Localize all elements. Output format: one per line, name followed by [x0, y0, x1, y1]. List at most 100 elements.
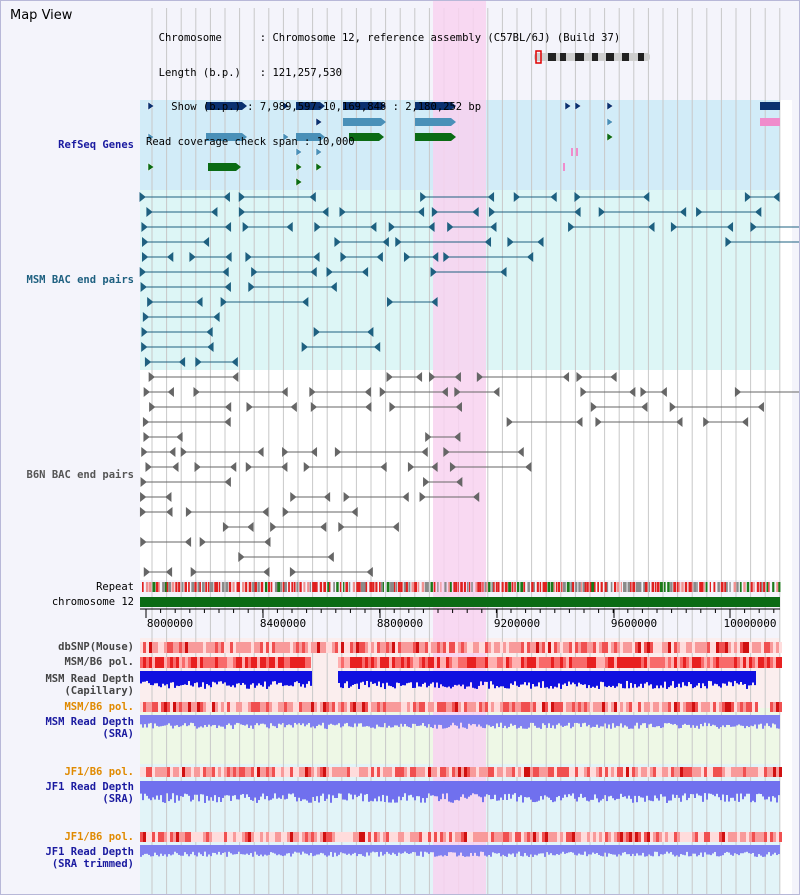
depth-bar [350, 715, 352, 727]
polymorphism-cell [260, 832, 263, 842]
depth-bar [726, 671, 728, 686]
track-label-jf1-depth-sra[interactable]: JF1 Read Depth (SRA) [45, 781, 134, 805]
polymorphism-cell [302, 702, 305, 712]
track-label-b6n-bac[interactable]: B6N BAC end pairs [26, 469, 134, 481]
track-label-jf1-pol[interactable]: JF1/B6 pol. [64, 766, 134, 778]
polymorphism-cell [359, 832, 362, 842]
track-label-msm-depth-capillary[interactable]: MSM Read Depth (Capillary) [45, 673, 134, 697]
track-label-refseq-genes[interactable]: RefSeq Genes [58, 139, 134, 151]
polymorphism-cell [755, 702, 758, 712]
polymorphism-cell [260, 657, 263, 668]
depth-bar [466, 671, 468, 687]
polymorphism-cell [281, 702, 284, 712]
polymorphism-cell [398, 657, 401, 668]
depth-bar [564, 845, 566, 854]
bac-end-marker [428, 221, 435, 233]
polymorphism-cell [281, 832, 284, 842]
gene-feature [147, 162, 155, 172]
track-label-dbsnp[interactable]: dbSNP(Mouse) [58, 641, 134, 653]
polymorphism-cell [512, 702, 515, 712]
polymorphism-cell [752, 767, 755, 777]
polymorphism-cell [707, 642, 710, 653]
depth-bar [332, 715, 334, 725]
polymorphism-cell [641, 642, 644, 653]
track-label-jf1-depth-trimmed[interactable]: JF1 Read Depth (SRA trimmed) [45, 846, 134, 870]
depth-bar [458, 845, 460, 856]
polymorphism-cell [728, 657, 731, 668]
depth-bar [664, 671, 666, 682]
polymorphism-cell [176, 702, 179, 712]
polymorphism-cell [377, 657, 380, 668]
bac-end-marker [141, 251, 149, 263]
polymorphism-cell [386, 642, 389, 653]
polymorphism-cell [689, 702, 692, 712]
bac-end-marker [725, 236, 732, 248]
depth-bar [304, 671, 306, 688]
polymorphism-cell [302, 657, 305, 668]
depth-bar [148, 845, 150, 855]
depth-bar [734, 845, 736, 854]
polymorphism-cell [341, 702, 344, 712]
polymorphism-cell [416, 767, 419, 777]
repeat-element [228, 582, 232, 592]
bac-end-marker [139, 506, 147, 518]
repeat-element [232, 582, 235, 592]
depth-bar [468, 715, 470, 724]
track-label-jf1-pol-2[interactable]: JF1/B6 pol. [64, 831, 134, 843]
gene-feature-arrow [381, 118, 386, 126]
depth-bar [254, 845, 256, 852]
bac-end-marker [141, 221, 148, 233]
depth-bar [504, 781, 506, 795]
depth-bar [338, 845, 340, 855]
track-label-msm-bac[interactable]: MSM BAC end pairs [26, 274, 134, 286]
polymorphism-cell [371, 642, 374, 653]
depth-bar [184, 845, 186, 853]
depth-bar [180, 781, 182, 797]
depth-bar [570, 781, 572, 796]
track-label-msm-depth-sra[interactable]: MSM Read Depth (SRA) [45, 716, 134, 740]
polymorphism-cell [233, 832, 236, 842]
depth-bar [742, 781, 744, 800]
bac-end-marker [454, 431, 461, 443]
depth-bar [164, 845, 166, 855]
gene-feature [282, 101, 290, 111]
msm-depth-capillary-track [140, 671, 756, 689]
polymorphism-cell [158, 832, 161, 842]
repeat-element [440, 582, 442, 592]
depth-bar [558, 671, 560, 684]
polymorphism-cell [266, 702, 269, 712]
polymorphism-cell [701, 767, 704, 777]
polymorphism-cell [731, 642, 734, 653]
depth-bar [276, 845, 278, 856]
depth-bar [342, 845, 344, 854]
depth-bar [488, 671, 490, 689]
polymorphism-cell [635, 767, 638, 777]
track-label-msm-pol-2[interactable]: MSM/B6 pol. [64, 701, 134, 713]
ideogram-band [622, 53, 629, 61]
depth-bar [262, 781, 264, 794]
depth-bar [204, 845, 206, 852]
track-label-msm-pol[interactable]: MSM/B6 pol. [64, 656, 134, 668]
polymorphism-cell [356, 832, 359, 842]
polymorphism-cell [710, 702, 713, 712]
bac-end-marker [676, 416, 683, 428]
depth-bar [752, 715, 754, 727]
polymorphism-cell [626, 832, 629, 842]
depth-bar [772, 715, 774, 724]
repeat-element [296, 582, 299, 592]
polymorphism-cell [341, 767, 344, 777]
depth-bar [698, 671, 700, 684]
depth-bar [228, 715, 230, 724]
depth-bar [476, 781, 478, 795]
polymorphism-cell [479, 642, 482, 653]
depth-bar [324, 845, 326, 856]
polymorphism-cell [755, 832, 758, 842]
polymorphism-cell [401, 767, 404, 777]
polymorphism-cell [476, 657, 479, 668]
bac-end-marker [610, 371, 617, 383]
gene-feature-arrow [451, 118, 456, 126]
depth-bar [618, 781, 620, 799]
gene-feature [571, 148, 573, 156]
depth-bar [234, 715, 236, 725]
